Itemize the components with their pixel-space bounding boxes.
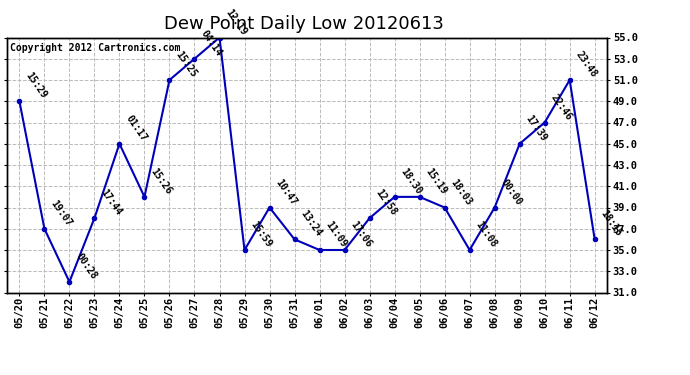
Text: 15:19: 15:19 (424, 166, 448, 196)
Text: 10:47: 10:47 (274, 177, 299, 207)
Text: 12:19: 12:19 (224, 7, 248, 37)
Text: 18:30: 18:30 (399, 166, 424, 196)
Text: 23:48: 23:48 (574, 50, 599, 79)
Text: Copyright 2012 Cartronics.com: Copyright 2012 Cartronics.com (10, 43, 180, 52)
Text: 15:26: 15:26 (148, 166, 174, 196)
Text: 22:46: 22:46 (549, 92, 574, 122)
Text: 01:17: 01:17 (124, 113, 148, 143)
Text: 15:29: 15:29 (23, 70, 48, 100)
Text: 13:24: 13:24 (299, 209, 324, 238)
Text: 04:14: 04:14 (199, 28, 224, 58)
Text: 15:59: 15:59 (248, 219, 274, 249)
Text: 17:06: 17:06 (348, 219, 374, 249)
Text: 00:28: 00:28 (74, 251, 99, 281)
Text: 11:09: 11:09 (324, 219, 348, 249)
Text: 18:15: 18:15 (599, 209, 624, 238)
Text: 19:07: 19:07 (48, 198, 74, 228)
Text: 18:03: 18:03 (448, 177, 474, 207)
Text: 12:58: 12:58 (374, 188, 399, 218)
Text: 00:00: 00:00 (499, 177, 524, 207)
Text: 11:08: 11:08 (474, 219, 499, 249)
Text: Dew Point Daily Low 20120613: Dew Point Daily Low 20120613 (164, 15, 444, 33)
Text: 17:44: 17:44 (99, 188, 124, 218)
Text: 15:25: 15:25 (174, 50, 199, 79)
Text: 17:39: 17:39 (524, 113, 549, 143)
